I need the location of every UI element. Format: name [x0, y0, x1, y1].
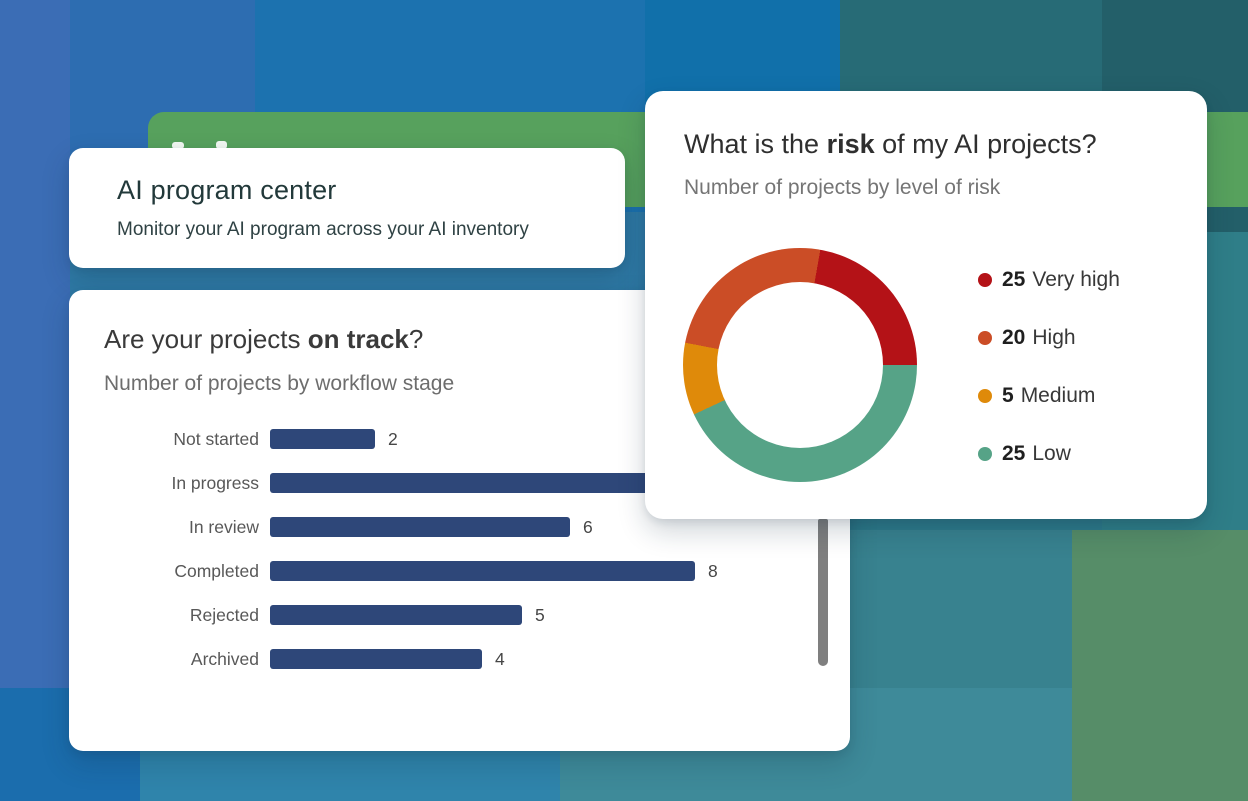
legend-label: High: [1032, 326, 1076, 349]
bar-value-label: 4: [495, 649, 505, 669]
legend-dot-icon: [978, 273, 992, 287]
bar-row: Not started 2: [104, 429, 850, 449]
legend-label: Medium: [1020, 384, 1096, 407]
bar-row: Completed 8: [104, 561, 850, 581]
risk-legend: 25 Very high 20 High 5 Medium 25 Low: [978, 251, 1120, 483]
bar-chart-title-prefix: Are your projects: [104, 324, 308, 354]
bar: [270, 649, 482, 669]
background-tile: [840, 530, 1072, 688]
legend-item: 20 High: [978, 309, 1120, 367]
bar-category-label: Rejected: [189, 604, 259, 625]
bar-track: 4: [270, 649, 850, 669]
bar-category-label: Not started: [173, 428, 259, 449]
bar-track: 2: [270, 429, 850, 449]
bar-chart-title-suffix: ?: [408, 324, 424, 354]
risk-donut-chart-card: What is the risk of my AI projects? Numb…: [645, 91, 1207, 519]
legend-item: 5 Medium: [978, 367, 1120, 425]
legend-count: 25: [1002, 268, 1026, 291]
program-center-card: AI program center Monitor your AI progra…: [69, 148, 625, 268]
bar: [270, 605, 522, 625]
bar-chart-title: Are your projects on track?: [104, 324, 850, 355]
bar-row: In progress: [104, 473, 850, 493]
legend-dot-icon: [978, 389, 992, 403]
donut-chart-title-prefix: What is the: [684, 129, 827, 159]
bar-value-label: 5: [535, 605, 545, 625]
legend-item: 25 Very high: [978, 251, 1120, 309]
bar: [270, 561, 695, 581]
bar-value-label: 8: [708, 561, 718, 581]
bar-value-label: 2: [388, 429, 398, 449]
bar-category-label: Completed: [174, 560, 259, 581]
legend-label: Low: [1032, 442, 1071, 465]
legend-label: Very high: [1032, 268, 1120, 291]
legend-count: 25: [1002, 442, 1026, 465]
bar: [270, 473, 732, 493]
legend-dot-icon: [978, 447, 992, 461]
bar-row: Rejected 5: [104, 605, 850, 625]
bar: [270, 429, 375, 449]
bar-row: Archived 4: [104, 649, 850, 669]
donut-chart-title-suffix: of my AI projects?: [874, 129, 1097, 159]
donut-hole: [717, 282, 883, 448]
risk-donut-chart: [683, 248, 917, 482]
program-center-title: AI program center: [117, 175, 337, 205]
background-tile: [0, 0, 70, 801]
bar-track: [270, 473, 850, 493]
bar-chart-title-bold: on track: [307, 324, 409, 354]
donut-chart-subtitle: Number of projects by level of risk: [684, 176, 1001, 199]
legend-item: 25 Low: [978, 425, 1120, 483]
bar-value-label: 6: [583, 517, 593, 537]
legend-count: 20: [1002, 326, 1026, 349]
bar-chart-subtitle: Number of projects by workflow stage: [104, 372, 455, 395]
legend-count: 5: [1002, 384, 1014, 407]
bar-category-label: In review: [188, 516, 259, 537]
bar-track: 8: [270, 561, 850, 581]
cutoff-text-fragment: [216, 141, 227, 149]
bar-category-label: Archived: [190, 648, 259, 669]
program-center-subtitle: Monitor your AI program across your AI i…: [117, 219, 529, 240]
donut-chart-title-bold: risk: [826, 129, 875, 159]
bar-chart-plot-area: Not started 2 In progress In review 6 Complet…: [104, 429, 850, 669]
bar-row: In review 6: [104, 517, 850, 537]
bar-track: 5: [270, 605, 850, 625]
vertical-scrollbar-thumb[interactable]: [818, 519, 828, 666]
bar-track: 6: [270, 517, 850, 537]
cutoff-text-fragment: [172, 142, 184, 149]
legend-dot-icon: [978, 331, 992, 345]
bar-category-label: In progress: [171, 472, 259, 493]
bar: [270, 517, 570, 537]
donut-chart-title: What is the risk of my AI projects?: [684, 129, 1207, 160]
background-tile: [1072, 530, 1248, 801]
